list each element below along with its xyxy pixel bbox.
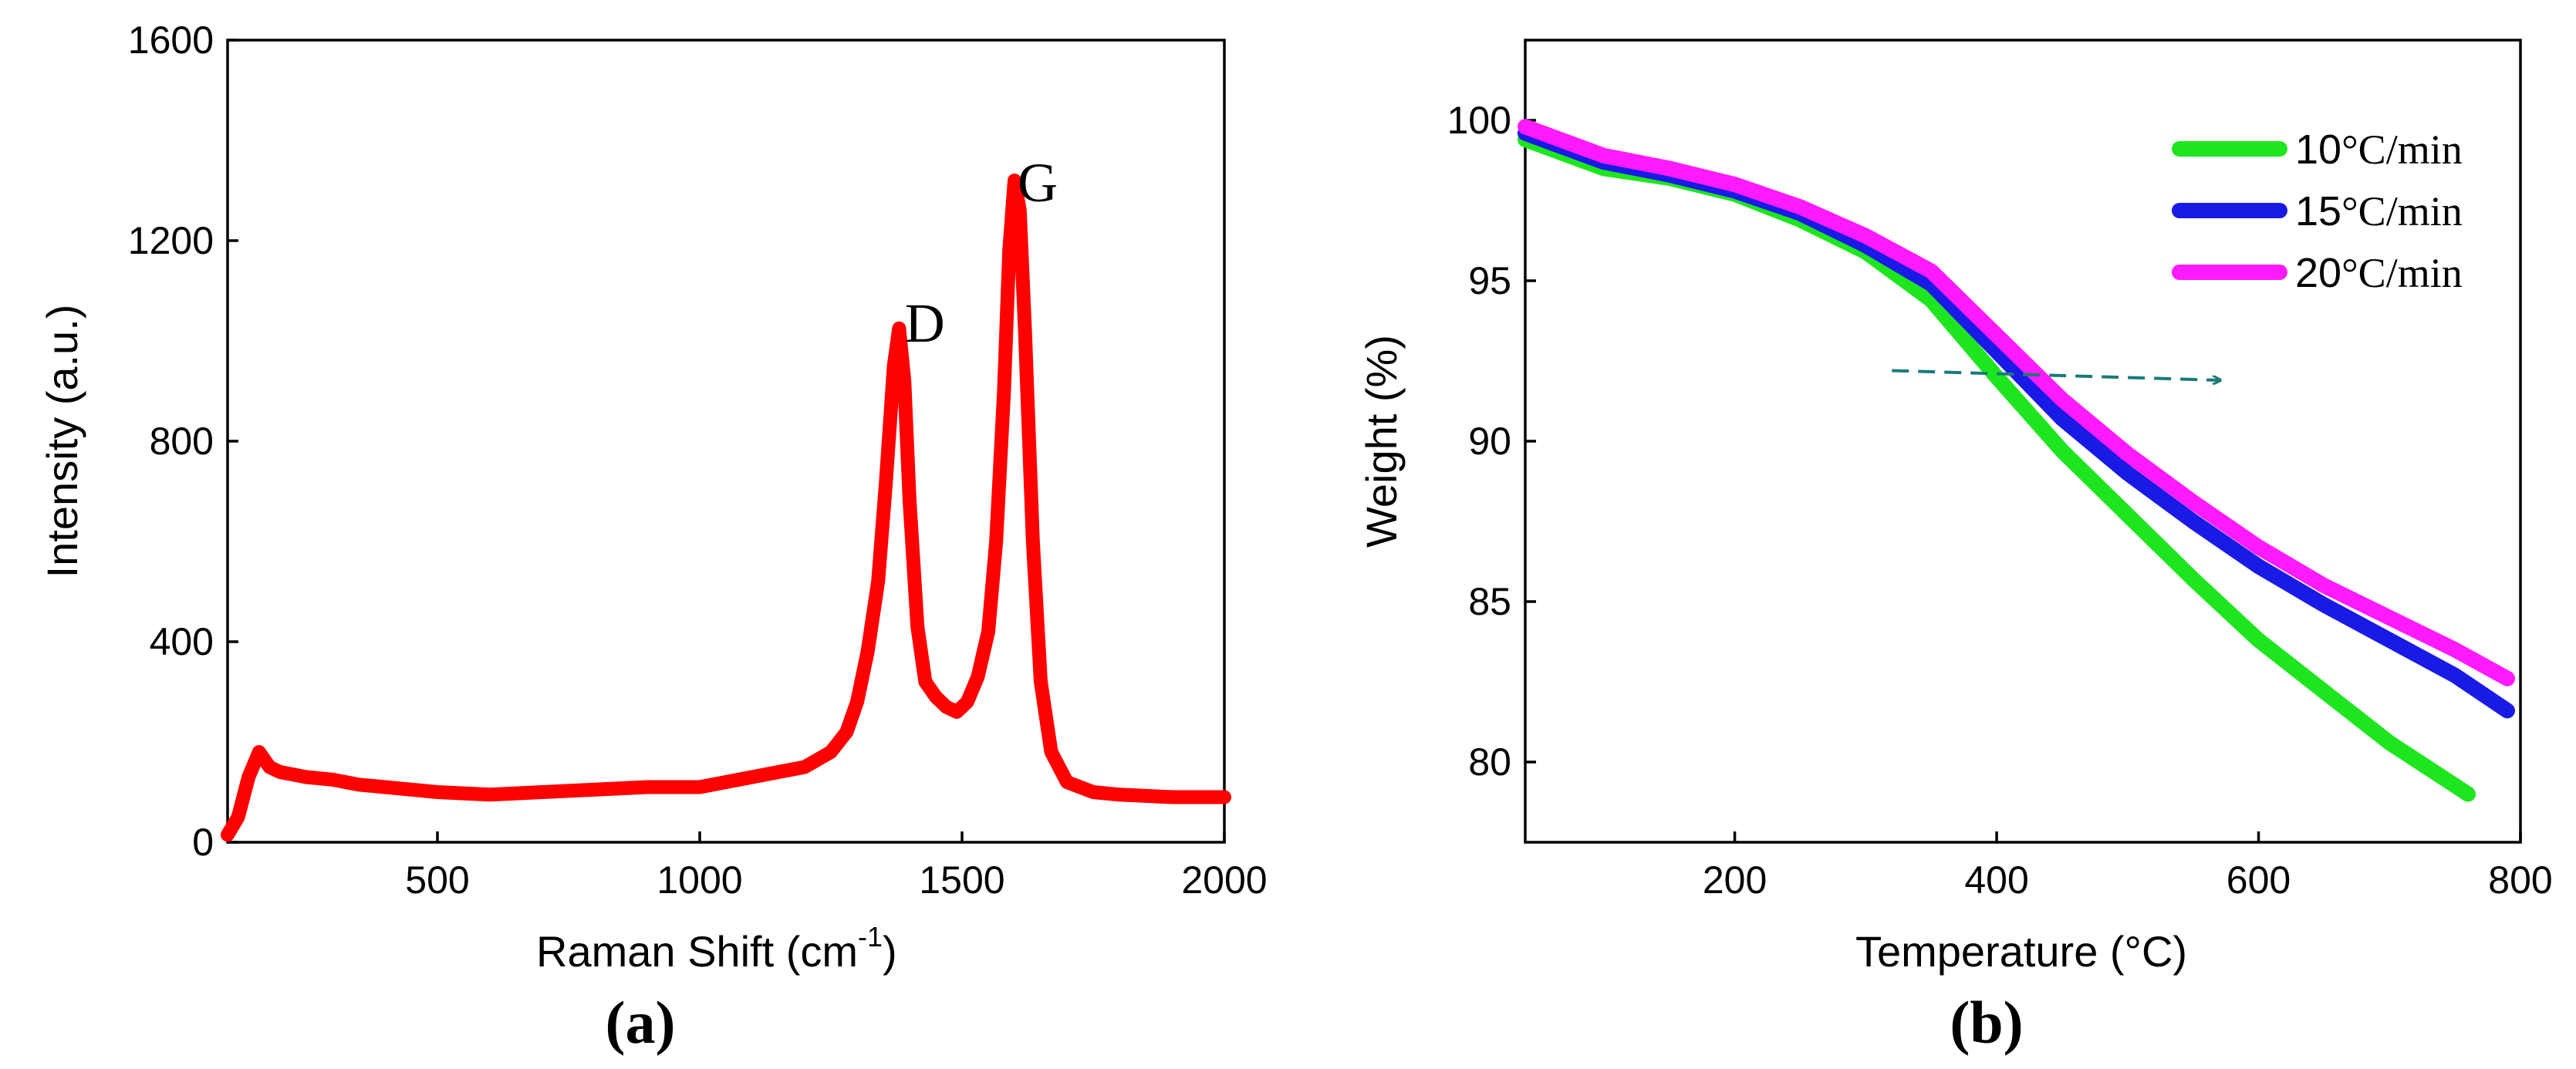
shift-arrow: [1892, 369, 2219, 379]
raman-y-tick-label: 0: [192, 821, 214, 864]
panel-b-label: (b): [1950, 989, 2023, 1056]
raman-x-tick-label: 2000: [1181, 858, 1267, 902]
tga-y-tick-label: 80: [1468, 740, 1511, 784]
tga-y-tick-label: 90: [1468, 420, 1511, 463]
legend-label-2: 20°C/min: [2295, 250, 2463, 296]
tga-series-line-2: [1518, 119, 2515, 686]
raman-plot-frame: [226, 39, 1226, 844]
raman-y-tick-label: 1600: [128, 19, 214, 62]
tga-y-axis-label: Weight (%): [1357, 335, 1406, 548]
tga-x-tick-label: 200: [1703, 858, 1767, 902]
tga-series-line-0: [1518, 132, 2476, 802]
raman-annotations: DG: [905, 152, 1058, 354]
tga-y-tick-label: 95: [1468, 259, 1511, 302]
raman-ticks: 500 1000 1500 2000 0 400 800 1200 1600: [128, 19, 1268, 902]
tga-x-tick-label: 400: [1964, 858, 2028, 902]
tga-legend: 10°C/min 15°C/min 20°C/min: [2172, 126, 2463, 296]
raman-series: [221, 174, 1231, 842]
raman-series-line-0: [221, 174, 1231, 842]
tga-y-tick-label: 100: [1447, 99, 1511, 142]
legend-label-0: 10°C/min: [2295, 126, 2463, 173]
peak-label-g: G: [1018, 152, 1058, 214]
raman-y-tick-label: 1200: [128, 219, 214, 262]
peak-label-d: D: [905, 292, 945, 354]
tga-x-axis-label: Temperature (°C): [1855, 927, 2187, 976]
panel-a-label: (a): [606, 989, 676, 1056]
raman-x-axis-label: Raman Shift (cm-1): [536, 921, 897, 976]
raman-x-tick-label: 1500: [919, 858, 1004, 902]
tga-ticks: 200 400 600 800 80 85 90 95 100: [1447, 99, 2553, 902]
raman-y-tick-label: 400: [150, 620, 214, 663]
raman-x-tick-label: 1000: [657, 858, 742, 902]
raman-y-tick-label: 800: [150, 420, 214, 463]
raman-x-tick-label: 500: [405, 858, 469, 902]
tga-x-tick-label: 800: [2488, 858, 2552, 902]
tga-y-tick-label: 85: [1468, 580, 1511, 623]
raman-y-axis-label: Intensity (a.u.): [38, 305, 86, 578]
legend-label-1: 15°C/min: [2295, 188, 2463, 234]
tga-series: [1518, 119, 2515, 802]
tga-x-tick-label: 600: [2227, 858, 2291, 902]
tga-chart: 200 400 600 800 80 85 90 95 100 10°C/min 15°C/min…: [1357, 39, 2553, 1056]
